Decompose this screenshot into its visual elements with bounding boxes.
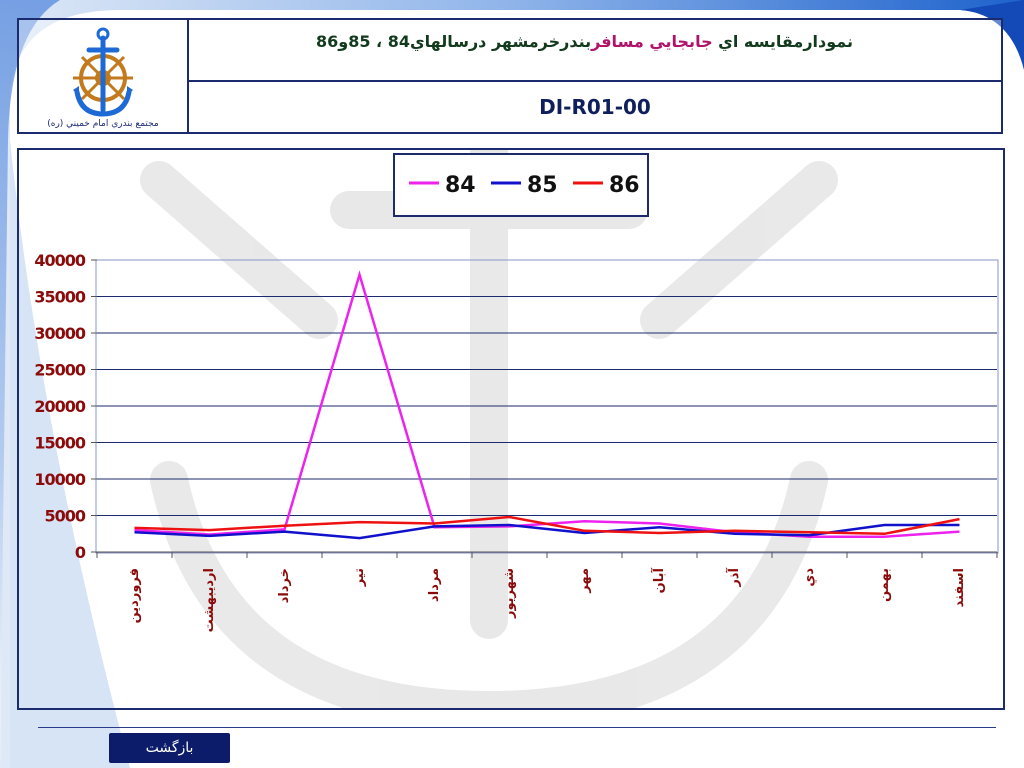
logo-cell: مجتمع بندري امام خميني (ره): [19, 20, 189, 132]
title-highlight: جابجايي مسافر: [591, 32, 713, 51]
y-tick-label: 35000: [34, 288, 86, 307]
x-tick-label: اسفند: [952, 568, 967, 607]
back-button[interactable]: بازگشت: [109, 733, 230, 763]
y-tick-label: 0: [75, 543, 86, 562]
chart-box: 40000 35000 30000 25000 20000 15000 10000 5000 0…: [17, 148, 1005, 710]
series-line-86: [134, 515, 960, 536]
x-tick-label: تير: [352, 568, 367, 587]
header-box: مجتمع بندري امام خميني (ره) نمودارمقايسه…: [17, 18, 1003, 134]
y-tick-label: 25000: [34, 361, 86, 380]
title-part-1: نمودارمقايسه اي: [712, 32, 853, 51]
x-tick-label: فروردين: [127, 568, 142, 623]
title-part-2: بندرخرمشهر درسالهاي84 ، 85و86: [316, 32, 592, 51]
y-tick-label: 5000: [44, 507, 85, 526]
x-tick-label: شهريور: [502, 568, 517, 619]
x-tick-label: آبان: [650, 567, 667, 593]
y-tick-label: 40000: [34, 251, 86, 270]
x-tick-label: خرداد: [277, 568, 292, 603]
x-axis: فروردين ارديبهشت خرداد تير مرداد شهريور مهر آبا…: [96, 551, 998, 632]
legend-label-85: 85: [527, 173, 558, 198]
title-cell: نمودارمقايسه اي جابجايي مسافربندرخرمشهر …: [189, 20, 1001, 82]
x-tick-label: دي: [802, 568, 817, 587]
legend-frame: [393, 153, 649, 217]
y-tick-label: 15000: [34, 434, 86, 453]
y-tick-label: 30000: [34, 324, 86, 343]
footer-divider: [38, 727, 996, 728]
y-tick-label: 10000: [34, 470, 86, 489]
y-tick-label: 20000: [34, 397, 86, 416]
logo-caption: مجتمع بندري امام خميني (ره): [47, 119, 159, 129]
x-tick-label: ارديبهشت: [202, 568, 217, 632]
x-tick-label: بهمن: [877, 568, 892, 602]
legend-label-84: 84: [445, 173, 476, 198]
legend-label-86: 86: [609, 173, 640, 198]
gridlines: [97, 296, 997, 516]
x-tick-label: مهر: [577, 568, 592, 594]
series-lines: [134, 270, 960, 540]
legend: 84 85 86: [393, 153, 649, 217]
chart-title: نمودارمقايسه اي جابجايي مسافربندرخرمشهر …: [316, 32, 853, 51]
anchor-wheel-logo-icon: [73, 27, 133, 117]
line-chart: 40000 35000 30000 25000 20000 15000 10000 5000 0…: [34, 150, 999, 708]
x-tick-label: آذر: [725, 567, 742, 587]
anchor-watermark-icon: [140, 150, 838, 708]
x-tick-label: مرداد: [427, 568, 442, 602]
document-code: DI-R01-00: [539, 95, 651, 119]
y-axis: 40000 35000 30000 25000 20000 15000 10000 5000 0: [34, 251, 97, 562]
